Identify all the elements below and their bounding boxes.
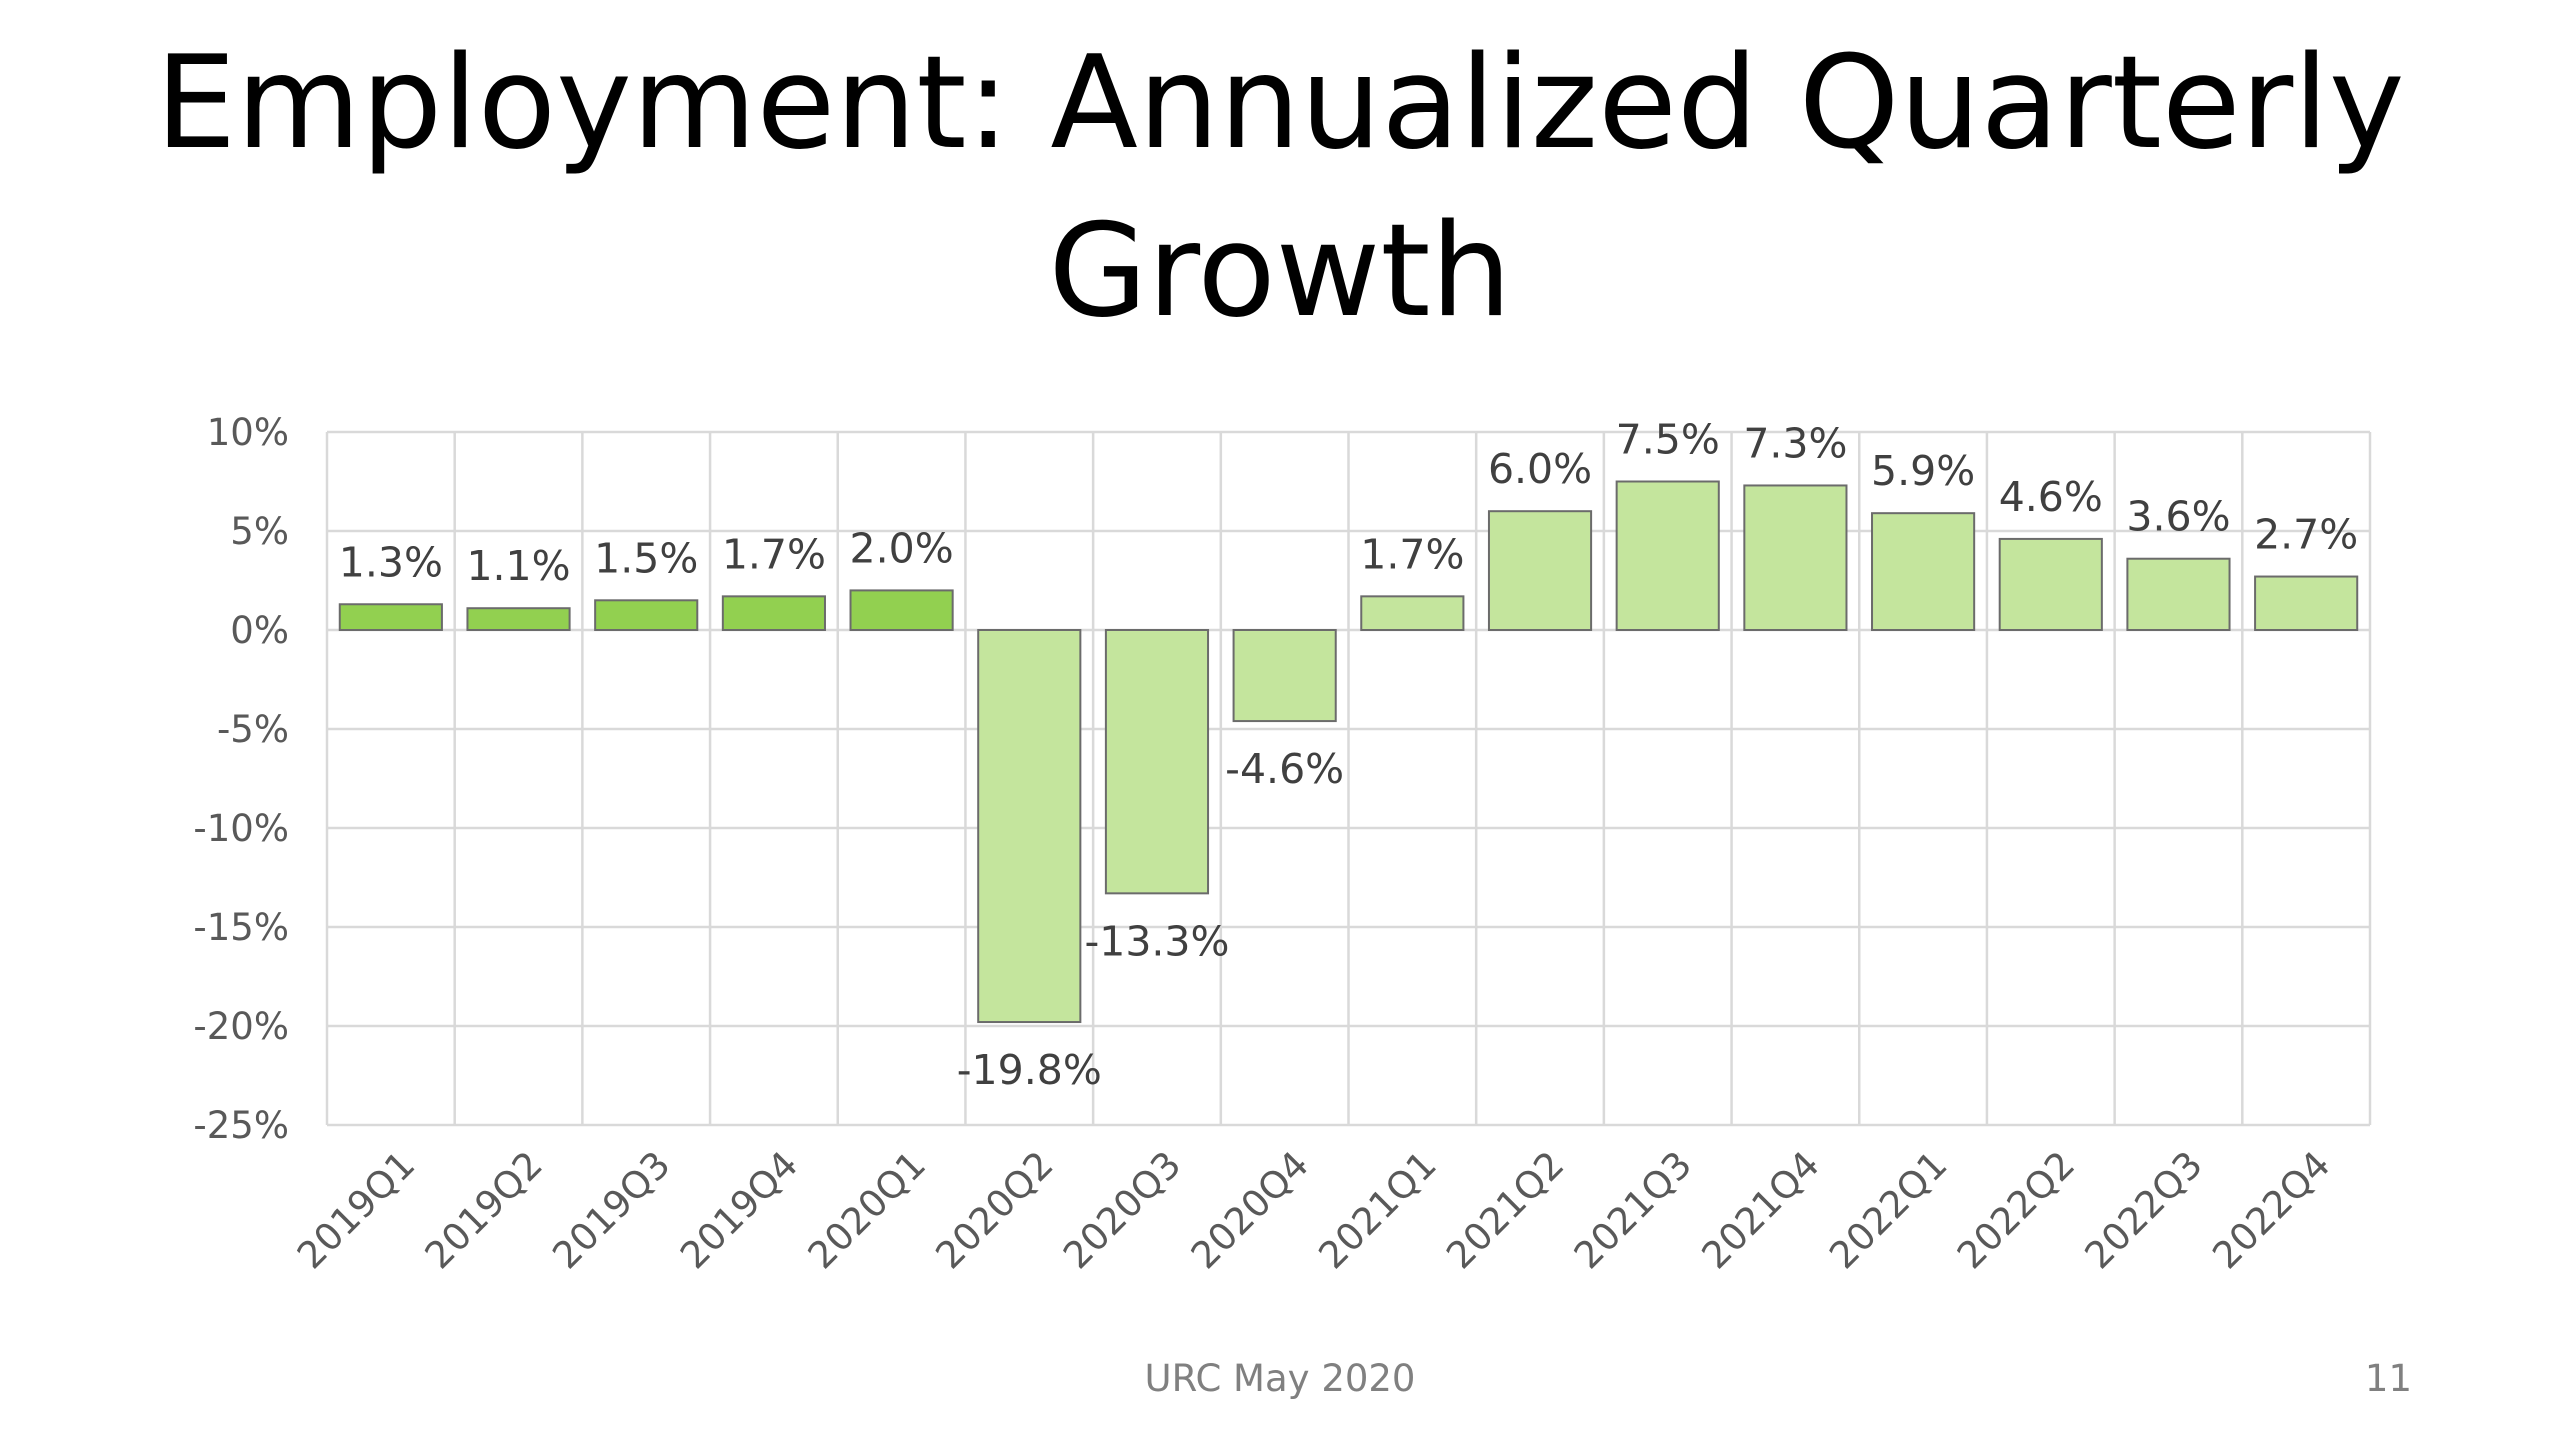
x-tick-label: 2021Q1 <box>1310 1143 1444 1277</box>
data-label-2020q1: 2.0% <box>850 524 954 572</box>
bar-2022q2 <box>1998 537 2103 631</box>
y-tick-label: -10% <box>193 807 289 850</box>
bar-2019q4 <box>721 595 826 632</box>
slide-page-number: 11 <box>2364 1357 2412 1400</box>
chart-title: Employment: Annualized Quarterly Growth <box>0 20 2560 356</box>
bar-2019q1 <box>338 603 443 632</box>
bar-2019q3 <box>594 599 699 631</box>
data-label-2019q2: 1.1% <box>466 542 570 590</box>
data-label-2022q4: 2.7% <box>2254 511 2358 559</box>
chart-title-line-1: Employment: Annualized Quarterly <box>155 29 2405 178</box>
data-label-2022q3: 3.6% <box>2126 493 2230 541</box>
x-tick-label: 2022Q1 <box>1821 1143 1955 1277</box>
bar-2022q1 <box>1871 512 1976 631</box>
data-label-2021q3: 7.5% <box>1616 416 1720 464</box>
bar-2020q2 <box>977 629 1082 1024</box>
x-tick-label: 2022Q2 <box>1949 1143 2083 1277</box>
x-tick-label: 2020Q3 <box>1055 1143 1189 1277</box>
x-axis-tick-labels: 2019Q12019Q22019Q32019Q42020Q12020Q22020… <box>289 1143 2339 1277</box>
x-tick-label: 2021Q4 <box>1694 1143 1828 1277</box>
x-tick-label: 2019Q2 <box>417 1143 551 1277</box>
x-tick-label: 2020Q4 <box>1183 1143 1317 1277</box>
y-tick-label: 10% <box>207 411 289 454</box>
data-label-2021q4: 7.3% <box>1743 419 1847 467</box>
data-label-2020q2: -19.8% <box>957 1046 1102 1094</box>
bar-2019q2 <box>466 607 571 631</box>
x-tick-label: 2020Q2 <box>927 1143 1061 1277</box>
bar-2021q3 <box>1615 480 1720 631</box>
y-tick-label: -25% <box>193 1104 289 1147</box>
data-label-2020q3: -13.3% <box>1084 917 1229 965</box>
bar-2021q2 <box>1487 510 1593 632</box>
data-label-2022q1: 5.9% <box>1871 447 1975 495</box>
x-tick-label: 2022Q3 <box>2077 1143 2211 1277</box>
y-tick-label: -20% <box>193 1005 289 1048</box>
bar-2020q4 <box>1232 629 1337 723</box>
data-label-2021q1: 1.7% <box>1360 530 1464 578</box>
x-tick-label: 2022Q4 <box>2204 1143 2338 1277</box>
data-label-2019q3: 1.5% <box>594 534 698 582</box>
bar-2022q3 <box>2126 557 2231 631</box>
bar-2021q4 <box>1743 484 1848 631</box>
y-tick-label: -5% <box>217 708 289 751</box>
x-tick-label: 2019Q1 <box>289 1143 423 1277</box>
chart-title-line-2: Growth <box>1048 197 1512 346</box>
y-axis-tick-labels: 10% 5% 0% -5% -10% -15% -20% -25% <box>193 411 289 1147</box>
data-label-2022q2: 4.6% <box>1999 473 2103 521</box>
bar-2022q4 <box>2254 575 2359 631</box>
y-tick-label: 0% <box>230 609 289 652</box>
data-label-2020q4: -4.6% <box>1225 745 1344 793</box>
x-tick-label: 2019Q3 <box>544 1143 678 1277</box>
y-tick-label: 5% <box>230 510 289 553</box>
grid-layer <box>325 430 2372 1127</box>
data-label-2019q4: 1.7% <box>722 530 826 578</box>
bar-2021q1 <box>1360 595 1465 632</box>
x-tick-label: 2019Q4 <box>672 1143 806 1277</box>
y-tick-label: -15% <box>193 906 289 949</box>
footer-source: URC May 2020 <box>1144 1357 1416 1400</box>
x-tick-label: 2021Q2 <box>1438 1143 1572 1277</box>
bar-2020q3 <box>1104 629 1210 895</box>
data-label-2019q1: 1.3% <box>339 538 443 586</box>
data-label-layer: 1.3% 1.1% 1.5% 1.7% 2.0% -19.8% -13.3% -4.6% 1.7… <box>339 416 2358 1095</box>
data-label-2021q2: 6.0% <box>1488 445 1592 493</box>
x-tick-label: 2021Q3 <box>1566 1143 1700 1277</box>
x-tick-label: 2020Q1 <box>800 1143 934 1277</box>
bar-2020q1 <box>849 589 954 632</box>
bar-layer <box>338 480 2359 1024</box>
